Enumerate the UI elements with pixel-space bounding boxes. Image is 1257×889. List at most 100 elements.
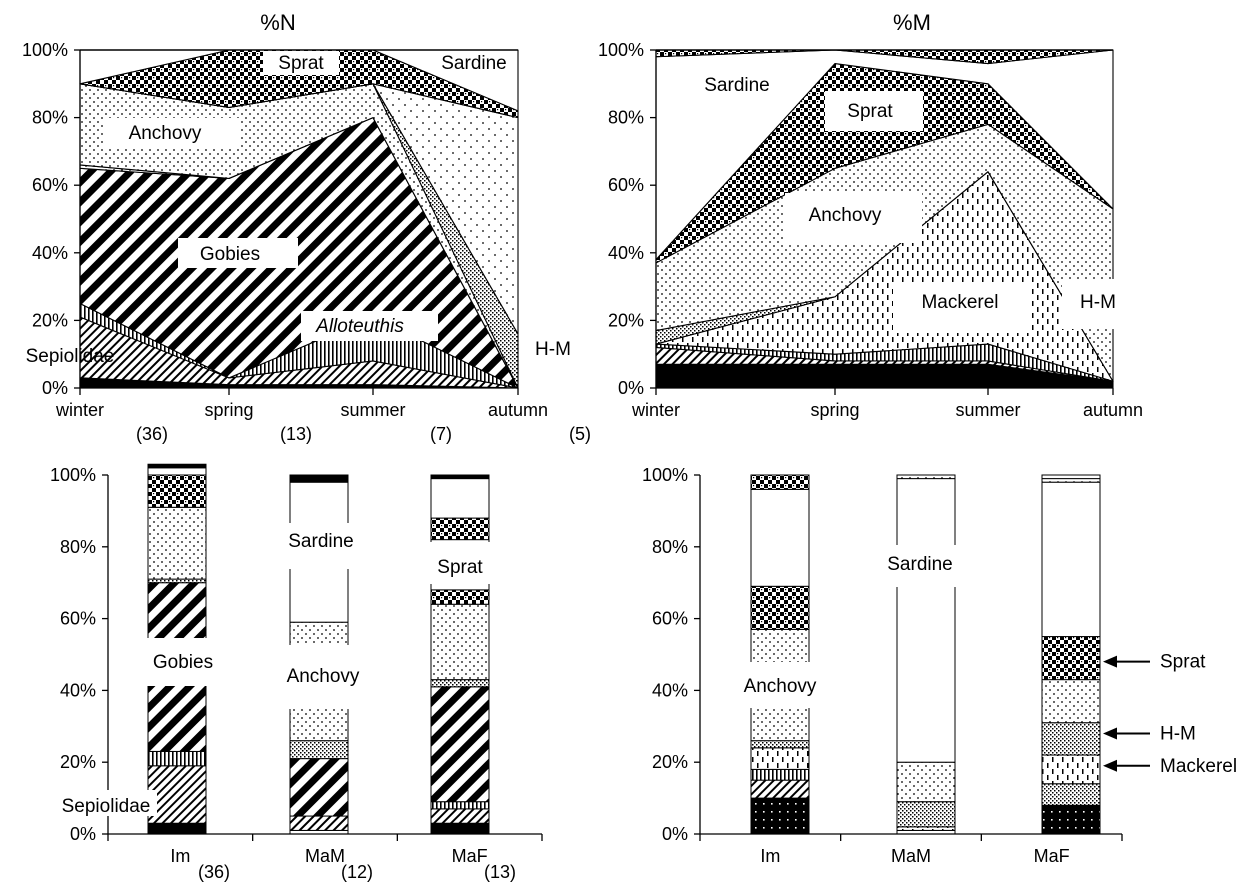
nSex-label-box-sardine: [273, 523, 373, 569]
mSex-bar-maf-segment-8: [1041, 474, 1101, 480]
nSeason-y-tick-label: 100%: [22, 40, 68, 60]
nSex-bar-im-segment-0: [147, 822, 207, 835]
mSex-x-tick-label-im: Im: [760, 846, 780, 866]
mSex-bar-maf-segment-0: [1041, 804, 1101, 835]
mSex-bar-mam-sardine: [896, 478, 956, 763]
mSeason-x-tick-label-summer: summer: [955, 400, 1020, 420]
nSex-bar-mam-gobies: [289, 758, 349, 817]
nSex-label-sprat: Sprat: [437, 557, 483, 578]
nSeason-label-sepiolidae: Sepiolidae: [26, 346, 115, 367]
mSex-bar-im-sprat: [750, 585, 810, 630]
nSex-bar-mam-h-m: [289, 740, 349, 760]
mSeason-x-tick-label-spring: spring: [810, 400, 859, 420]
mSex-x-tick-label-maf: MaF: [1034, 846, 1070, 866]
mSex-bar-mam-anchovy: [896, 761, 956, 803]
mSex-arrow-label-mackerel: Mackerel: [1160, 756, 1237, 777]
nSex-y-tick-label: 40%: [60, 680, 96, 700]
mSex-bar-mam-mackerel: [896, 826, 956, 831]
mSex-bar-maf-segment-1: [1041, 783, 1101, 806]
mSex-bar-maf-sprat: [1041, 636, 1101, 681]
nSex-y-tick-label: 20%: [60, 752, 96, 772]
nSex-bar-maf-h-m: [430, 679, 490, 688]
nSex-sample-size: (36): [198, 862, 230, 882]
nSeason-y-tick-label: 80%: [32, 108, 68, 128]
mSex-label-sardine: Sardine: [887, 554, 953, 575]
nSeason-y-tick-label: 20%: [32, 310, 68, 330]
nSex-label-sepiolidae: Sepiolidae: [62, 796, 151, 817]
nSeason-label-box-alloteuthis: [301, 311, 438, 341]
nSex-bar-maf-anchovy: [430, 603, 490, 681]
nSex-y-tick-label: 60%: [60, 609, 96, 629]
nSex-label-sardine: Sardine: [288, 531, 354, 552]
nSeason-label-box-sprat: [263, 51, 339, 75]
mSex-y-tick-label: 60%: [652, 609, 688, 629]
mSex-bar-maf-h-m: [1041, 722, 1101, 756]
nSex-label-box-gobies: [132, 638, 232, 686]
nSeason-y-tick-label: 40%: [32, 243, 68, 263]
nSex-bar-im-sepiolidae: [147, 765, 207, 824]
nSex-bar-maf-segment-8: [430, 517, 490, 541]
mSeason-label-sprat: Sprat: [847, 101, 893, 122]
nSeason-sample-size: (13): [280, 424, 312, 444]
mSeason-label-mackerel: Mackerel: [921, 292, 998, 313]
mSeason-label-sardine: Sardine: [704, 75, 770, 96]
mSex-y-tick-label: 0%: [662, 824, 688, 844]
mSex-arrow-label-h-m: H-M: [1160, 723, 1196, 744]
nSex-bar-maf-segment-6: [430, 589, 490, 605]
mSex-y-tick-label: 40%: [652, 680, 688, 700]
nSex-bar-maf-segment-10: [430, 474, 490, 480]
mSex-bar-mam-segment-5: [896, 474, 956, 480]
nSex-bar-maf-sepiolidae: [430, 808, 490, 824]
mSeason-y-tick-label: 0%: [618, 378, 644, 398]
nSex-y-tick-label: 100%: [50, 465, 96, 485]
mSex-bar-im-mackerel: [750, 747, 810, 770]
nSex-bar-im-anchovy: [147, 506, 207, 580]
nSeason-label-box-gobies: [178, 238, 298, 268]
nSex-sample-size: (12): [341, 862, 373, 882]
mSeason-y-tick-label: 40%: [608, 243, 644, 263]
nSeason-x-tick-label-winter: winter: [55, 400, 104, 420]
mSeason-y-tick-label: 20%: [608, 310, 644, 330]
mSeason-y-tick-label: 100%: [598, 40, 644, 60]
nSex-x-tick-label-im: Im: [170, 846, 190, 866]
nSeason-title: %N: [260, 10, 295, 35]
nSeason-label-sprat: Sprat: [278, 53, 324, 74]
nSex-bar-im-sardine: [147, 467, 207, 476]
nSeason-x-tick-label-spring: spring: [204, 400, 253, 420]
nSex-y-tick-label: 0%: [70, 824, 96, 844]
nSeason-y-tick-label: 0%: [42, 378, 68, 398]
nSex-bar-mam-segment-6: [289, 474, 349, 483]
nSex-bar-maf-sardine: [430, 478, 490, 519]
mSeason-label-box-sprat: [825, 91, 923, 131]
nSeason-label-box-anchovy: [103, 118, 240, 148]
mSeason-label-h-m: H-M: [1080, 292, 1116, 313]
nSeason-sample-size: (5): [569, 424, 591, 444]
mSeason-x-tick-label-autumn: autumn: [1083, 400, 1143, 420]
mSex-bar-maf-segment-7: [1041, 478, 1101, 483]
mSex-bar-im-segment-1: [750, 779, 810, 799]
mSex-bar-mam-h-m: [896, 801, 956, 828]
nSex-label-box-anchovy: [253, 645, 373, 709]
nSex-label-box-sprat: [418, 542, 508, 584]
mSex-label-anchovy: Anchovy: [744, 676, 817, 697]
nSeason-sample-size: (7): [430, 424, 452, 444]
mSex-label-box-anchovy: [720, 662, 830, 708]
mSeason-label-box-anchovy: [785, 193, 922, 243]
mSex-bar-maf-sardine: [1041, 481, 1101, 638]
nSex-bar-im-sprat: [147, 474, 207, 508]
mSex-y-tick-label: 80%: [652, 537, 688, 557]
nSex-label-box-sepiolidae: [52, 790, 157, 816]
mSex-bar-im-segment-0: [750, 797, 810, 835]
nSex-bar-maf-segment-0: [430, 822, 490, 835]
mSeason-label-box-h-m: [1062, 279, 1140, 329]
nSeason-x-tick-label-autumn: autumn: [488, 400, 548, 420]
nSex-x-tick-label-maf: MaF: [452, 846, 488, 866]
mSex-y-tick-label: 100%: [642, 465, 688, 485]
mSeason-label-anchovy: Anchovy: [809, 205, 882, 226]
nSex-label-gobies: Gobies: [153, 652, 213, 673]
mSex-arrowhead-mackerel: [1103, 759, 1117, 772]
nSex-x-tick-label-mam: MaM: [305, 846, 345, 866]
mSeason-y-tick-label: 60%: [608, 175, 644, 195]
mSex-bar-im-segment-2: [750, 768, 810, 781]
